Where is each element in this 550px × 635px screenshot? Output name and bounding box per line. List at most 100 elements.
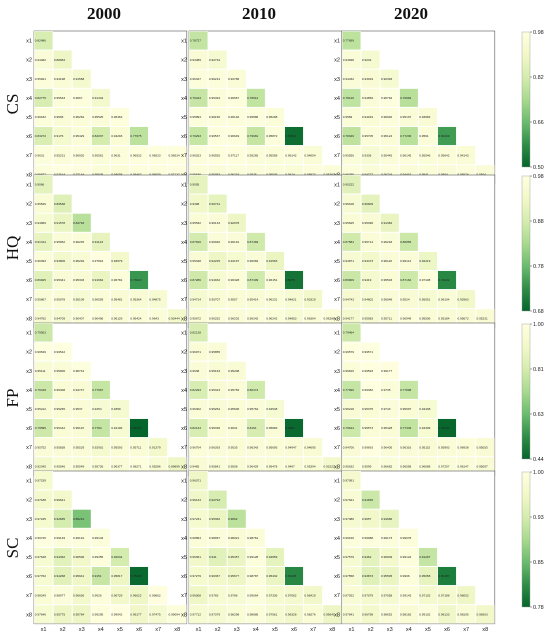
cell-value-label: 0.72222: [438, 278, 449, 282]
cell-value-label: 0.96182: [35, 115, 46, 119]
heatmap-cell: [342, 50, 361, 70]
heatmap-cell: [399, 399, 419, 419]
cell-value-label: 0.94986: [381, 517, 392, 521]
cell-value-label: 0.96214: [209, 77, 220, 81]
heatmap-cell: [208, 490, 228, 510]
heatmap-cell: [380, 126, 400, 146]
cell-value-label: 0.95184: [438, 316, 449, 320]
heatmap-cell: [265, 399, 285, 419]
cell-value-label: 0.96467: [130, 172, 141, 176]
cell-value-label: 0.9308: [190, 202, 200, 206]
heatmap-cell: [227, 88, 247, 108]
heatmap-cell: [208, 270, 228, 290]
heatmap-cell: [342, 270, 361, 290]
x-tick-label: x1: [349, 627, 355, 633]
heatmap-cell: [53, 437, 73, 457]
heatmap-cell: [208, 418, 228, 438]
cell-value-label: 0.93682: [419, 115, 430, 119]
cell-value-label: 0.95058: [419, 574, 430, 578]
cell-value-label: 0.92734: [209, 58, 220, 62]
cell-value-label: 0.97062: [285, 593, 296, 597]
colorbar-fp: 1.00 0.81 0.63 0.44: [521, 322, 544, 463]
heatmap-cell: [418, 251, 438, 271]
cell-value-label: 0.96781: [111, 278, 122, 282]
cell-value-label: 0.9735: [381, 388, 391, 392]
row-header-sc: SC: [3, 538, 22, 559]
y-tick-label: x5: [334, 407, 340, 413]
heatmap-cell: [361, 437, 381, 457]
cell-value-label: 0.93319: [304, 297, 315, 301]
heatmap-cell: [342, 126, 361, 146]
y-tick-label: x2: [334, 58, 340, 64]
heatmap-cell: [34, 107, 53, 127]
cell-value-label: 0.99143: [92, 536, 103, 540]
x-tick-label: x6: [291, 627, 297, 633]
heatmap-cell: [380, 585, 400, 605]
cell-value-label: 0.91379: [149, 445, 160, 449]
heatmap-cell: [361, 213, 381, 233]
heatmap-cell: [208, 585, 228, 605]
cell-value-label: 0.88984: [54, 58, 65, 62]
cell-value-label: 0.98787: [247, 574, 258, 578]
heatmap-cell: [456, 145, 476, 165]
cell-value-label: 0.82486: [35, 39, 46, 43]
cell-value-label: 0.87162: [400, 278, 411, 282]
cell-value-label: 0.98298: [228, 612, 239, 616]
cell-value-label: 0.9786: [228, 593, 238, 597]
cell-value-label: 0.8161: [247, 426, 257, 430]
heatmap-cell: [34, 528, 53, 548]
cell-value-label: 0.96704: [190, 445, 201, 449]
x-tick-label: x8: [482, 627, 488, 633]
cell-value-label: 0.95707: [209, 297, 220, 301]
cell-value-label: 0.94714: [190, 297, 201, 301]
cell-value-label: 0.95478: [266, 464, 277, 468]
cell-value-label: 0.95394: [304, 464, 315, 468]
cell-value-label: 0.95428: [381, 426, 392, 430]
heatmap-cell: [91, 547, 111, 567]
colorbar-tick-label: 0.85: [533, 560, 544, 566]
heatmap-cell: [189, 437, 209, 457]
cell-value-label: 0.77349: [400, 426, 411, 430]
cell-value-label: 0.92225: [209, 259, 220, 263]
cell-value-label: 0.99942: [111, 612, 122, 616]
cell-value-label: 0.9631: [228, 426, 238, 430]
heatmap-cell: [380, 528, 400, 548]
cell-value-label: 0.9176: [54, 134, 64, 138]
cell-value-label: 0.95783: [228, 388, 239, 392]
cell-value-label: 0.96938: [457, 445, 468, 449]
cell-value-label: 0.95414: [247, 297, 258, 301]
heatmap-cell: [399, 145, 419, 165]
cell-value-label: 0.92685: [54, 517, 65, 521]
cell-value-label: 0.96142: [285, 153, 296, 157]
heatmap-cell: [342, 289, 361, 309]
cell-value-label: 0.97117: [228, 153, 239, 157]
x-tick-label: x3: [79, 627, 85, 633]
cell-value-label: 0.9631: [35, 153, 45, 157]
heatmap-cell: [189, 194, 209, 214]
cell-value-label: 0.95506: [419, 316, 430, 320]
heatmap-cell: [189, 126, 209, 146]
y-tick-label: x2: [26, 202, 32, 208]
cell-value-label: 0.86865: [400, 240, 411, 244]
heatmap-cell: [34, 213, 53, 233]
cell-value-label: 0.99173: [381, 536, 392, 540]
heatmap-cell: [227, 213, 247, 233]
heatmap-cell: [72, 88, 92, 108]
heatmap-cell: [380, 145, 400, 165]
heatmap-cell: [208, 50, 228, 70]
cell-value-label: 0.94177: [343, 316, 354, 320]
colorbar-tick-label: 0.44: [533, 457, 544, 463]
heatmap-cell: [227, 251, 247, 271]
cell-value-label: 0.9414: [285, 172, 295, 176]
cell-value-label: 0.83272: [35, 134, 46, 138]
cell-value-label: 0.79444: [190, 96, 201, 100]
heatmap-cell: [227, 399, 247, 419]
heatmap-cell: [72, 604, 92, 624]
cell-value-label: 0.96008: [190, 593, 201, 597]
cell-value-label: 0.9599: [362, 464, 372, 468]
x-tick-label: x5: [272, 627, 278, 633]
column-header-2000: 2000: [87, 4, 121, 23]
cell-value-label: 0.99102: [419, 612, 430, 616]
cell-value-label: 0.96641: [54, 498, 65, 502]
cell-value-label: 0.94054: [304, 153, 315, 157]
